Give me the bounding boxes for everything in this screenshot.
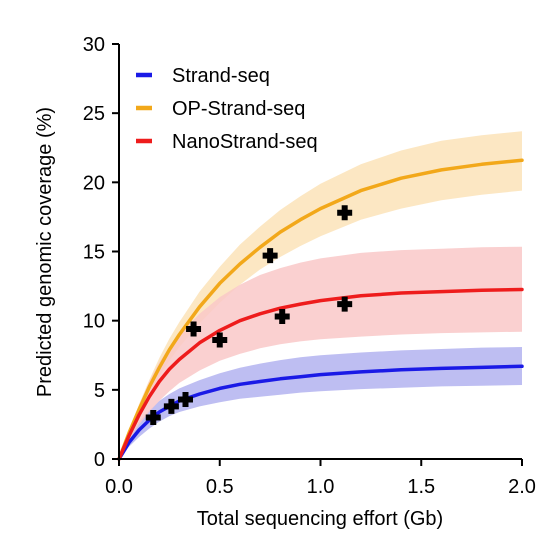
op-strand-seq-point-2 [262, 248, 278, 264]
nanostrand-seq-point-3 [337, 296, 353, 312]
y-tick-label: 5 [94, 380, 105, 402]
y-tick-label: 10 [83, 311, 105, 333]
y-ticks: 0 5 10 15 20 25 30 [83, 34, 119, 471]
op-strand-seq-point-1 [186, 321, 202, 337]
y-tick-label: 30 [83, 34, 105, 56]
strand-seq-point-1 [145, 410, 161, 425]
y-axis-label: Predicted genomic coverage (%) [34, 107, 56, 397]
y-tick-label: 0 [94, 449, 105, 471]
confidence-bands [119, 131, 522, 459]
y-tick-label: 15 [83, 242, 105, 264]
strand-seq-point-3 [177, 392, 193, 408]
x-tick-label: 0.0 [105, 476, 133, 498]
nanostrand-seq-point-2 [274, 309, 290, 325]
op-strand-seq-line [117, 158, 524, 461]
strand-seq-band [119, 347, 522, 459]
data-points [145, 205, 353, 425]
nanostrand-seq-band [119, 246, 522, 459]
op-strand-seq-point-3 [337, 205, 353, 221]
nanostrand-seq-line [117, 287, 524, 461]
y-tick-label: 25 [83, 103, 105, 125]
x-ticks: 0.0 0.5 1.0 1.5 2.0 [105, 459, 536, 498]
nanostrand-seq-point-1 [212, 332, 228, 348]
nanostrand-seq-legend-label: NanoStrand-seq [172, 131, 318, 153]
x-tick-label: 1.0 [307, 476, 335, 498]
x-tick-label: 0.5 [206, 476, 234, 498]
y-tick-label: 20 [83, 172, 105, 194]
x-axis-label: Total sequencing effort (Gb) [197, 508, 443, 530]
strand-seq-legend-label: Strand-seq [172, 65, 270, 87]
x-tick-label: 1.5 [407, 476, 435, 498]
strand-seq-point-2 [163, 398, 179, 414]
x-tick-label: 2.0 [508, 476, 536, 498]
op-strand-seq-legend-label: OP-Strand-seq [172, 98, 305, 120]
legend: Strand-seq OP-Strand-seq NanoStrand-seq [136, 65, 318, 153]
